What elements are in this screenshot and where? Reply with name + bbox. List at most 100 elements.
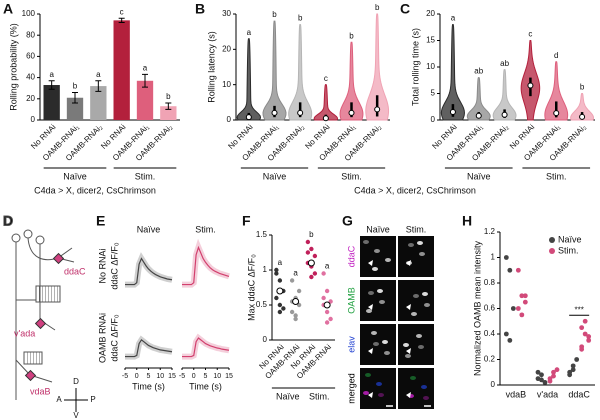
x-tick-label: 15 (225, 373, 233, 380)
point (554, 367, 560, 373)
cell-signal (408, 243, 414, 247)
arrowhead (368, 348, 373, 354)
bar (136, 80, 154, 120)
dendrite-field (23, 351, 43, 365)
point (305, 250, 311, 255)
cell-signal (411, 312, 417, 316)
point (274, 267, 279, 273)
cell-signal (421, 385, 427, 389)
point (305, 239, 311, 245)
point (582, 331, 588, 337)
point (522, 293, 528, 299)
x-tick-label: 10 (213, 373, 221, 380)
point (539, 377, 544, 383)
group-label: Stim. (341, 171, 362, 181)
point (312, 271, 318, 276)
y-tick-label: 20 (426, 9, 435, 18)
x-tick-label: v'ada (537, 389, 558, 399)
y-tick-label: 1 (263, 265, 268, 274)
point (574, 357, 580, 362)
violin (570, 93, 594, 121)
y-tick-label: 0.4 (484, 329, 496, 338)
violin (339, 41, 364, 121)
trace (182, 337, 230, 358)
significance-letter: c (324, 74, 328, 83)
significance-letter: b (349, 31, 354, 40)
x-tick-label: 0 (192, 373, 196, 380)
group-label: Naïve (63, 171, 87, 181)
row-label: elav (346, 336, 356, 353)
significance-letter: ab (500, 59, 509, 68)
cell-signal (418, 345, 424, 349)
significance-letter: a (49, 70, 54, 79)
compass (64, 388, 88, 412)
point (281, 306, 286, 311)
row-label: ddaC (346, 245, 356, 267)
x-tick-label: 5 (147, 373, 151, 380)
arrowhead (368, 392, 373, 398)
point (507, 337, 513, 343)
error-bar (142, 73, 148, 88)
cell-signal (363, 391, 369, 395)
violin (288, 24, 313, 121)
legend-label: Stim. (558, 245, 579, 255)
arrowhead (406, 392, 411, 398)
y-tick-label: 0 (31, 115, 36, 124)
error-bar (118, 17, 125, 23)
row-label: merged (346, 373, 356, 404)
error-bar (72, 91, 78, 104)
cell-signal (371, 331, 377, 335)
y-axis-label: Max ddaC ΔF/F₀ (246, 254, 256, 321)
significance-letter: a (143, 64, 148, 73)
y-tick-label: 80 (26, 30, 35, 39)
cell-signal (405, 354, 411, 358)
point (503, 331, 509, 337)
point (309, 246, 314, 252)
point (321, 295, 326, 301)
bar (90, 86, 107, 120)
significance-letter: ab (474, 67, 483, 76)
arrowhead (368, 260, 373, 266)
group-label: Stim. (309, 391, 330, 401)
y-tick-label: 10 (222, 80, 231, 89)
group-label: Naïve (467, 171, 491, 181)
median (348, 109, 355, 116)
point (586, 337, 592, 343)
median (245, 114, 252, 121)
neuron-label: vdaB (30, 386, 51, 396)
arrowhead (406, 260, 411, 266)
violin (440, 24, 465, 121)
column-title: Naïve (137, 224, 161, 234)
y-tick-label: 0.5 (256, 300, 268, 309)
significance-letter: b (375, 3, 380, 12)
median (579, 113, 586, 120)
y-tick-label: 20 (26, 94, 35, 103)
significance-letter: b (166, 92, 171, 101)
arrowhead (406, 304, 411, 310)
point (293, 316, 298, 322)
point (296, 288, 302, 294)
violin (262, 20, 287, 121)
compass-label: A (56, 395, 62, 404)
neurite (15, 237, 59, 400)
violin (236, 38, 262, 121)
legend-marker (549, 248, 555, 254)
violin (466, 77, 491, 121)
row-label: No RNAi (97, 248, 107, 283)
bar (160, 106, 177, 120)
neurite (29, 247, 75, 383)
micrograph (360, 324, 396, 365)
y-axis-label: ddaC ΔF/F₀ (109, 314, 119, 362)
significance-label: *** (574, 305, 583, 314)
point (328, 316, 333, 322)
median (297, 109, 304, 116)
violin (313, 84, 338, 121)
y-tick-label: 0 (263, 335, 268, 344)
significance-letter: b (309, 230, 314, 239)
panel-label: B (195, 1, 205, 17)
point (542, 380, 548, 385)
significance-letter: a (247, 28, 252, 37)
compass-label: V (73, 411, 79, 420)
point (324, 288, 330, 294)
